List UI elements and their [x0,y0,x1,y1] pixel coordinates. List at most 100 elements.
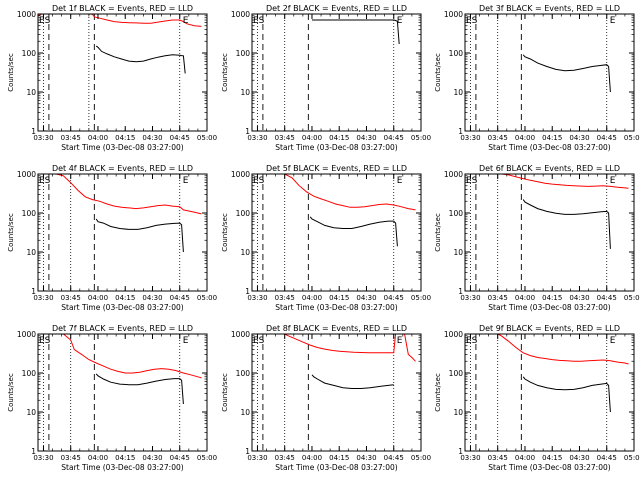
y-tick-label: 10 [453,408,463,417]
y-tick-label: 10 [240,248,250,257]
panel-4: Det 4f BLACK = Events, RED = LLD Counts/s… [7,164,217,312]
annotation-e: E [610,16,616,26]
x-tick-label: 04:30 [569,134,589,142]
x-tick-label: 04:15 [329,294,349,302]
y-tick-label: 100 [236,49,251,58]
x-tick-label: 03:45 [61,134,81,142]
x-tick-label: 04:30 [356,454,376,462]
x-tick-label: 04:45 [170,454,190,462]
x-tick-label: 04:30 [356,294,376,302]
y-tick-label: 1 [458,287,463,296]
y-tick-label: 1000 [444,330,463,339]
y-tick-label: 10 [26,88,36,97]
chart-title: Det 9f BLACK = Events, RED = LLD [479,324,620,333]
annotation-es: ES [39,336,51,346]
series-lld-line [38,14,202,27]
x-tick-label: 05:00 [411,294,431,302]
y-tick-label: 1 [245,127,250,136]
y-tick-label: 1000 [17,10,36,19]
x-tick-label: 05:00 [411,454,431,462]
x-tick-label: 04:15 [542,454,562,462]
annotation-es: ES [466,336,478,346]
y-axis-label: Counts/sec [434,213,442,252]
x-axis-label: Start Time (03-Dec-08 03:27:00) [61,463,183,472]
panel-3: Det 3f BLACK = Events, RED = LLD Counts/s… [434,4,640,152]
x-tick-label: 04:30 [142,294,162,302]
x-axis-label: Start Time (03-Dec-08 03:27:00) [488,463,610,472]
y-tick-label: 100 [236,209,251,218]
panel-8: Det 8f BLACK = Events, RED = LLD Counts/s… [221,324,431,472]
panel-5: Det 5f BLACK = Events, RED = LLD Counts/s… [221,164,431,312]
y-tick-label: 100 [22,49,37,58]
x-axis-label: Start Time (03-Dec-08 03:27:00) [275,463,397,472]
y-tick-label: 100 [449,209,464,218]
x-tick-label: 04:15 [115,294,135,302]
annotation-es: ES [253,176,265,186]
panel-9: Det 9f BLACK = Events, RED = LLD Counts/s… [434,324,640,472]
annotation-e: E [610,336,616,346]
x-tick-label: 03:30 [460,454,480,462]
x-axis-label: Start Time (03-Dec-08 03:27:00) [275,303,397,312]
x-tick-label: 03:45 [61,294,81,302]
y-axis-label: Counts/sec [434,53,442,92]
y-tick-label: 1 [245,447,250,456]
annotation-e: E [397,16,403,26]
x-tick-label: 05:00 [197,134,217,142]
x-tick-label: 05:00 [624,294,640,302]
series-lld-line [465,334,629,365]
x-tick-label: 04:15 [329,454,349,462]
x-tick-label: 04:45 [597,294,617,302]
series-lld-line [38,174,202,215]
plot-frame [464,333,635,452]
chart-title: Det 1f BLACK = Events, RED = LLD [52,4,193,13]
x-tick-label: 05:00 [624,454,640,462]
x-tick-label: 03:30 [33,294,53,302]
x-axis-label: Start Time (03-Dec-08 03:27:00) [488,143,610,152]
x-tick-label: 05:00 [624,134,640,142]
plot-frame [251,13,422,132]
y-tick-label: 1 [458,447,463,456]
y-tick-label: 100 [236,369,251,378]
plot-frame [251,333,422,452]
x-tick-label: 03:30 [460,134,480,142]
x-tick-label: 04:15 [115,454,135,462]
x-tick-label: 04:00 [88,454,108,462]
chart-title: Det 3f BLACK = Events, RED = LLD [479,4,620,13]
plot-frame [464,13,635,132]
x-tick-label: 04:00 [515,294,535,302]
x-tick-label: 04:15 [115,134,135,142]
y-tick-label: 10 [240,88,250,97]
chart-title: Det 4f BLACK = Events, RED = LLD [52,164,193,173]
panel-6: Det 6f BLACK = Events, RED = LLD Counts/s… [434,164,640,312]
annotation-e: E [183,16,189,26]
y-tick-label: 10 [240,408,250,417]
x-tick-label: 03:45 [275,454,295,462]
x-tick-label: 03:30 [247,454,267,462]
x-tick-label: 04:00 [88,134,108,142]
x-tick-label: 04:00 [302,454,322,462]
series-events-line [522,199,611,249]
chart-title: Det 7f BLACK = Events, RED = LLD [52,324,193,333]
series-events-line [95,45,186,74]
y-tick-label: 10 [26,408,36,417]
y-axis-label: Counts/sec [7,373,15,412]
y-axis-label: Counts/sec [221,53,229,92]
x-tick-label: 03:30 [33,454,53,462]
chart-title: Det 8f BLACK = Events, RED = LLD [266,324,407,333]
x-tick-label: 04:30 [569,294,589,302]
y-axis-label: Counts/sec [7,53,15,92]
x-tick-label: 03:45 [275,134,295,142]
x-tick-label: 04:00 [302,294,322,302]
x-tick-label: 03:30 [460,294,480,302]
panel-1: Det 1f BLACK = Events, RED = LLD Counts/s… [7,4,217,152]
x-tick-label: 04:15 [542,134,562,142]
series-lld-line [38,334,202,379]
plot-frame [464,173,635,292]
x-tick-label: 04:15 [329,134,349,142]
x-axis-label: Start Time (03-Dec-08 03:27:00) [61,143,183,152]
y-tick-label: 100 [22,369,37,378]
y-tick-label: 1 [458,127,463,136]
series-lld-line [252,334,416,362]
series-events-line [95,373,184,405]
